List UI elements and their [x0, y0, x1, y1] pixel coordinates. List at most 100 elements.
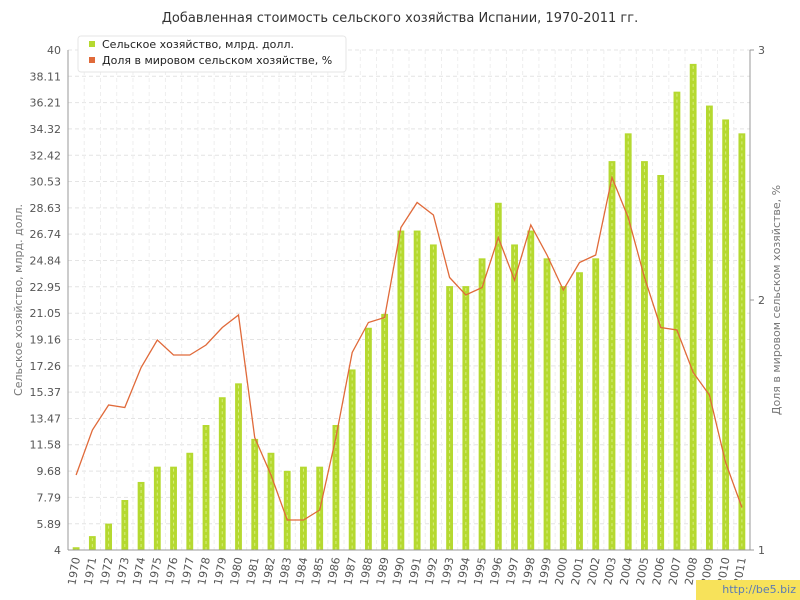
x-tick-label: 1987: [341, 556, 359, 586]
x-tick-label: 2005: [634, 556, 652, 586]
x-tick-label: 2008: [682, 556, 700, 586]
x-tick-label: 1974: [130, 556, 148, 586]
bar: [722, 119, 730, 550]
legend-label-bars: Сельское хозяйство, млрд. долл.: [102, 38, 294, 51]
y-tick-label: 22.95: [30, 281, 62, 294]
bar: [251, 438, 259, 550]
bar: [576, 272, 583, 550]
x-tick-label: 1989: [374, 556, 392, 586]
bar: [72, 547, 80, 550]
bar: [300, 466, 307, 550]
bar: [121, 500, 129, 550]
y-ticks-right: 1 2 3: [750, 44, 765, 557]
x-tick-label: 1988: [358, 556, 376, 586]
x-tick-label: 1979: [212, 556, 230, 586]
y-tick-label: 28.63: [30, 202, 62, 215]
y-tick-label: 32.42: [30, 149, 62, 162]
share-polyline: [75, 175, 743, 521]
x-tick-label: 1984: [293, 556, 311, 586]
bar: [267, 452, 275, 550]
y2-tick-label: 1: [758, 544, 765, 557]
x-tick-label: 1999: [536, 556, 554, 586]
y-tick-label: 13.47: [30, 412, 62, 425]
x-tick-label: 1983: [277, 556, 295, 586]
bar: [186, 452, 194, 550]
x-tick-label: 1980: [228, 556, 246, 586]
y-axis-label-right: Доля в мировом сельском хозяйстве, %: [770, 185, 783, 415]
grid: [67, 49, 751, 550]
bar: [657, 175, 665, 550]
y-tick-label: 34.32: [30, 123, 62, 136]
y-tick-label: 36.21: [30, 97, 62, 110]
y-tick-label: 30.53: [30, 176, 62, 189]
x-tick-label: 1973: [114, 556, 132, 586]
bar: [705, 105, 713, 551]
x-tick-label: 1976: [163, 556, 181, 586]
y2-tick-label: 2: [758, 294, 765, 307]
x-tick-label: 1991: [406, 556, 424, 586]
x-tick-label: 1993: [439, 556, 457, 586]
x-tick-label: 2004: [618, 556, 636, 586]
x-tick-label: 1986: [325, 556, 343, 586]
y-tick-label: 9.68: [37, 465, 62, 478]
bar: [88, 536, 96, 550]
x-tick-label: 1981: [244, 556, 262, 586]
legend-box: [77, 35, 347, 73]
bar: [348, 369, 356, 550]
bar: [462, 286, 470, 550]
y-ticks-left: 4 5.89 7.79 9.68 11.58 13.47 15.37 17.26 19.16 21…: [30, 44, 62, 557]
bar: [673, 91, 681, 551]
y-tick-label: 4: [54, 544, 61, 557]
bar: [153, 466, 161, 550]
x-tick-label: 2006: [650, 556, 668, 586]
y-tick-label: 38.11: [30, 70, 62, 83]
bar: [592, 258, 600, 550]
legend-swatch-bars: [89, 41, 95, 47]
x-tick-label: 1992: [423, 556, 441, 586]
x-tick-label: 1985: [309, 556, 327, 586]
bar: [543, 258, 551, 550]
x-tick-label: 1970: [65, 556, 83, 586]
x-tick-label: 1994: [455, 556, 473, 586]
bar: [105, 523, 113, 550]
x-tick-label: 1996: [488, 556, 506, 586]
x-tick-label: 1998: [520, 556, 538, 586]
y-tick-label: 21.05: [30, 307, 62, 320]
y-tick-label: 15.37: [30, 386, 62, 399]
y-tick-label: 19.16: [30, 333, 62, 346]
bar: [235, 383, 242, 550]
x-tick-label: 2000: [553, 556, 571, 586]
legend: Сельское хозяйство, млрд. долл. Доля в м…: [77, 35, 347, 73]
x-tick-label: 1977: [179, 556, 197, 586]
share-line: [75, 175, 743, 521]
x-tick-label: 1995: [471, 556, 489, 586]
watermark[interactable]: http://be5.biz: [696, 580, 800, 600]
bars: [72, 63, 746, 551]
x-tick-label: 2002: [585, 556, 603, 586]
y-tick-label: 7.79: [37, 491, 62, 504]
x-tick-label: 2010: [715, 556, 733, 586]
x-tick-label: 2003: [601, 556, 619, 586]
y-tick-label: 17.26: [30, 360, 62, 373]
bar: [446, 286, 454, 550]
x-tick-label: 1971: [82, 556, 100, 586]
y-axis-label-left: Сельское хозяйство, млрд. долл.: [12, 204, 25, 396]
legend-label-line: Доля в мировом сельском хозяйстве, %: [102, 54, 332, 67]
bar: [170, 466, 177, 550]
x-tick-label: 1982: [260, 556, 278, 586]
bar: [494, 202, 502, 550]
x-tick-label: 2011: [731, 556, 749, 586]
x-tick-label: 2001: [569, 556, 587, 586]
x-tick-label: 1972: [98, 556, 116, 586]
x-tick-label: 2007: [666, 556, 684, 586]
y-tick-label: 11.58: [30, 439, 62, 452]
y-tick-label: 5.89: [37, 518, 62, 531]
y2-tick-label: 3: [758, 44, 765, 57]
x-tick-label: 1990: [390, 556, 408, 586]
x-tick-label: 1975: [147, 556, 165, 586]
legend-swatch-line: [89, 57, 95, 63]
x-tick-label: 1997: [504, 556, 522, 586]
y-tick-label: 26.74: [30, 228, 62, 241]
bar: [559, 286, 567, 550]
